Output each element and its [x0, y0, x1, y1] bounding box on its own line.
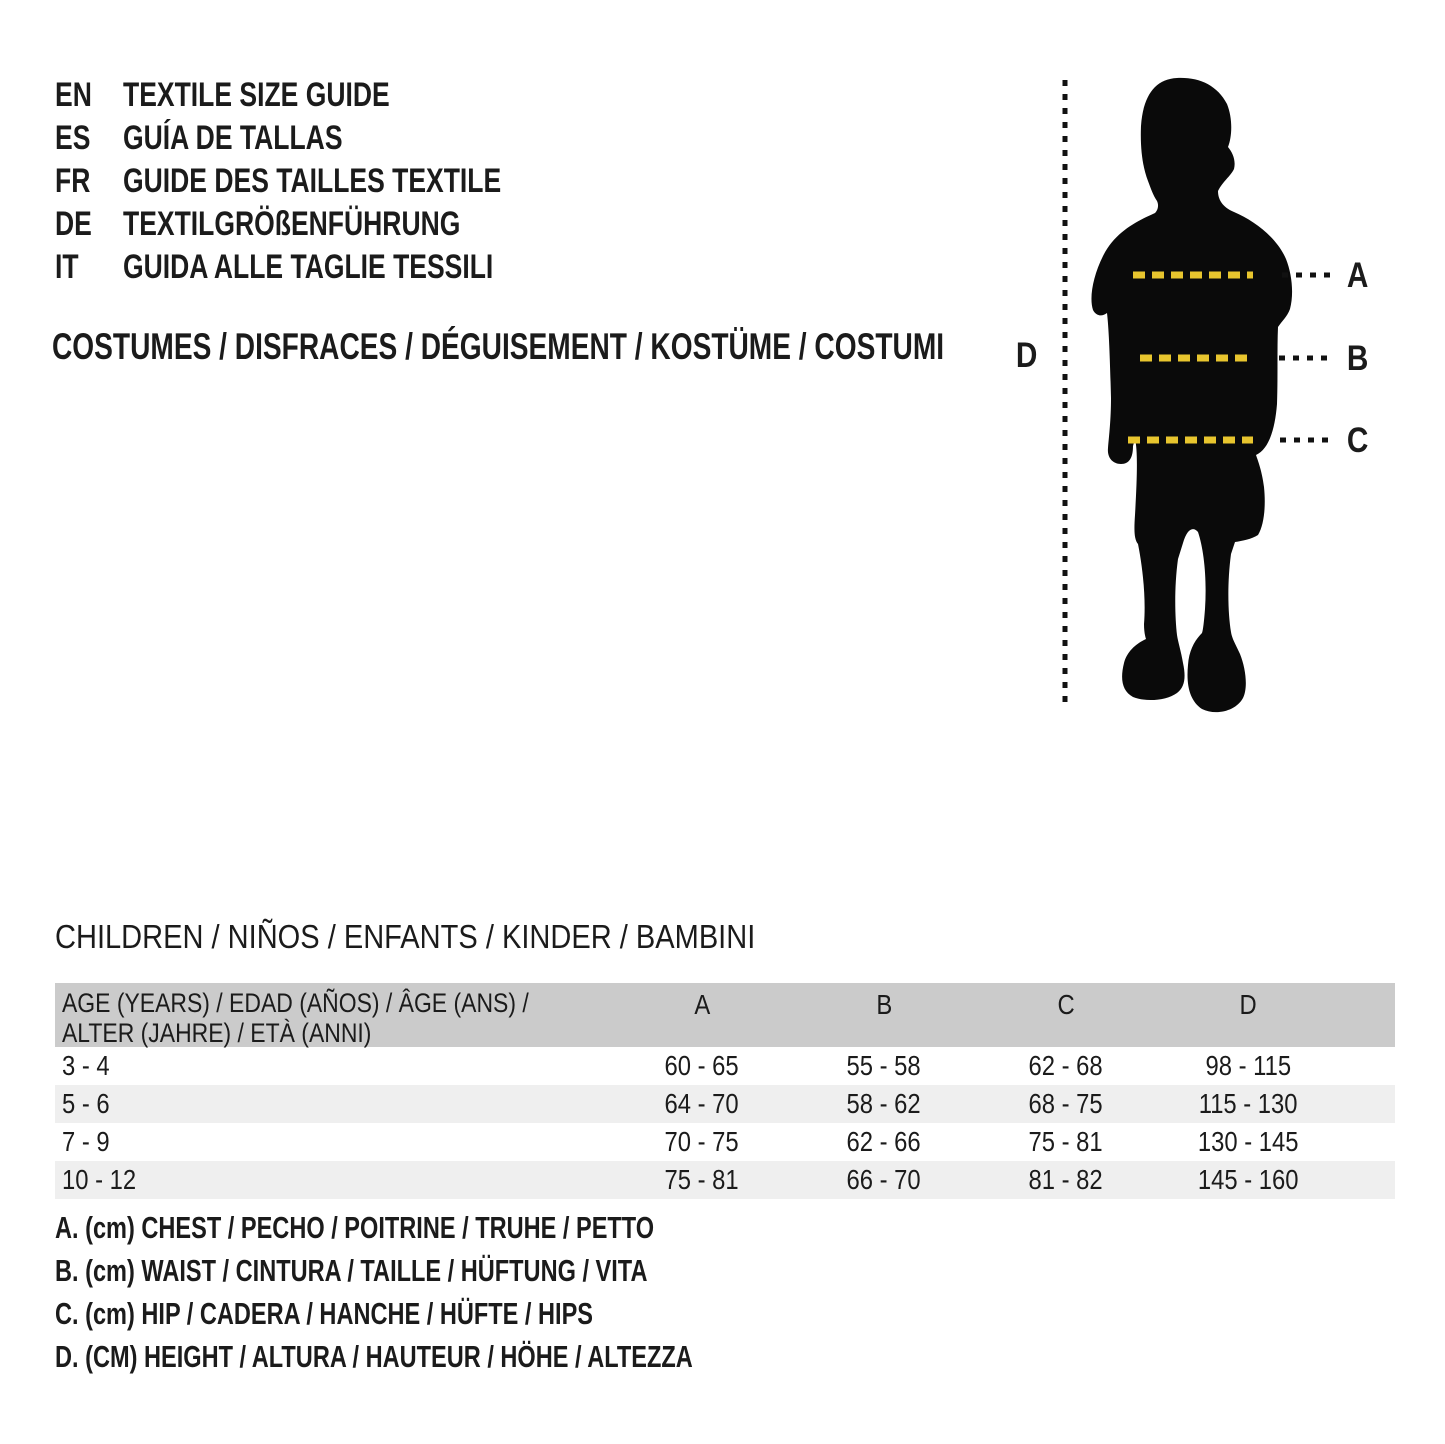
- age-header-cell: AGE (YEARS) / EDAD (AÑOS) / ÂGE (ANS) / …: [62, 988, 529, 1048]
- size-table-header: AGE (YEARS) / EDAD (AÑOS) / ÂGE (ANS) / …: [55, 983, 1395, 1048]
- size-table-row: 7 - 9 70 - 75 62 - 66 75 - 81 130 - 145: [55, 1123, 1395, 1161]
- language-row: FR GUIDE DES TAILLES TEXTILE: [55, 160, 608, 203]
- language-row: ES GUÍA DE TALLAS: [55, 117, 608, 160]
- hip-cell: 68 - 75: [1028, 1088, 1104, 1119]
- hip-cell: 75 - 81: [1028, 1126, 1104, 1157]
- measurement-legend: A. (cm) CHEST / PECHO / POITRINE / TRUHE…: [55, 1206, 894, 1378]
- language-title: TEXTILE SIZE GUIDE: [123, 76, 390, 114]
- figure-graphic: [1062, 77, 1331, 713]
- column-header-b: B: [876, 989, 892, 1020]
- language-code: EN: [55, 76, 92, 114]
- language-row: EN TEXTILE SIZE GUIDE: [55, 74, 608, 117]
- language-code: ES: [55, 119, 91, 157]
- waist-cell: 66 - 70: [846, 1164, 922, 1195]
- size-table-row: 5 - 6 64 - 70 58 - 62 68 - 75 115 - 130: [55, 1085, 1395, 1123]
- language-title: GUIDA ALLE TAGLIE TESSILI: [123, 248, 494, 286]
- chest-cell: 60 - 65: [664, 1050, 740, 1081]
- measurement-figure: A B C D: [990, 60, 1445, 725]
- legend-line-chest: A. (cm) CHEST / PECHO / POITRINE / TRUHE…: [55, 1209, 655, 1245]
- size-table: AGE (YEARS) / EDAD (AÑOS) / ÂGE (ANS) / …: [55, 983, 1395, 1199]
- column-header-d: D: [1239, 989, 1257, 1020]
- measure-label-c: C: [1346, 421, 1369, 460]
- size-table-row: 10 - 12 75 - 81 66 - 70 81 - 82 145 - 16…: [55, 1161, 1395, 1199]
- language-code: DE: [55, 205, 92, 243]
- age-cell: 5 - 6: [62, 1088, 110, 1119]
- waist-cell: 58 - 62: [846, 1088, 922, 1119]
- legend-line-height: D. (CM) HEIGHT / ALTURA / HAUTEUR / HÖHE…: [55, 1338, 693, 1374]
- table-section-title: CHILDREN / NIÑOS / ENFANTS / KINDER / BA…: [55, 918, 756, 955]
- chest-cell: 70 - 75: [664, 1126, 740, 1157]
- age-cell: 3 - 4: [62, 1050, 110, 1081]
- language-row: DE TEXTILGRÖßENFÜHRUNG: [55, 203, 608, 246]
- language-code: FR: [55, 162, 91, 200]
- chest-cell: 75 - 81: [664, 1164, 740, 1195]
- language-row: IT GUIDA ALLE TAGLIE TESSILI: [55, 246, 608, 289]
- height-cell: 98 - 115: [1205, 1050, 1291, 1081]
- age-cell: 10 - 12: [62, 1164, 137, 1195]
- column-header-c: C: [1057, 989, 1075, 1020]
- legend-line-waist: B. (cm) WAIST / CINTURA / TAILLE / HÜFTU…: [55, 1252, 648, 1288]
- waist-cell: 55 - 58: [846, 1050, 922, 1081]
- language-code: IT: [55, 248, 79, 286]
- waist-cell: 62 - 66: [846, 1126, 922, 1157]
- chest-cell: 64 - 70: [664, 1088, 740, 1119]
- hip-cell: 81 - 82: [1028, 1164, 1104, 1195]
- measure-label-b: B: [1346, 339, 1369, 378]
- height-cell: 145 - 160: [1197, 1164, 1299, 1195]
- height-cell: 115 - 130: [1198, 1088, 1298, 1119]
- child-silhouette: [1091, 77, 1293, 713]
- language-title: GUIDE DES TAILLES TEXTILE: [123, 162, 502, 200]
- category-heading: COSTUMES / DISFRACES / DÉGUISEMENT / KOS…: [52, 326, 945, 367]
- measure-label-a: A: [1346, 256, 1369, 295]
- size-table-row: 3 - 4 60 - 65 55 - 58 62 - 68 98 - 115: [55, 1047, 1395, 1085]
- language-title-list: EN TEXTILE SIZE GUIDE ES GUÍA DE TALLAS …: [55, 74, 608, 289]
- measure-label-d: D: [1015, 336, 1038, 375]
- legend-line-hip: C. (cm) HIP / CADERA / HANCHE / HÜFTE / …: [55, 1295, 594, 1331]
- age-cell: 7 - 9: [62, 1126, 110, 1157]
- language-title: GUÍA DE TALLAS: [123, 119, 343, 157]
- language-title: TEXTILGRÖßENFÜHRUNG: [123, 205, 461, 243]
- column-header-a: A: [694, 989, 710, 1020]
- height-cell: 130 - 145: [1197, 1126, 1299, 1157]
- hip-cell: 62 - 68: [1028, 1050, 1104, 1081]
